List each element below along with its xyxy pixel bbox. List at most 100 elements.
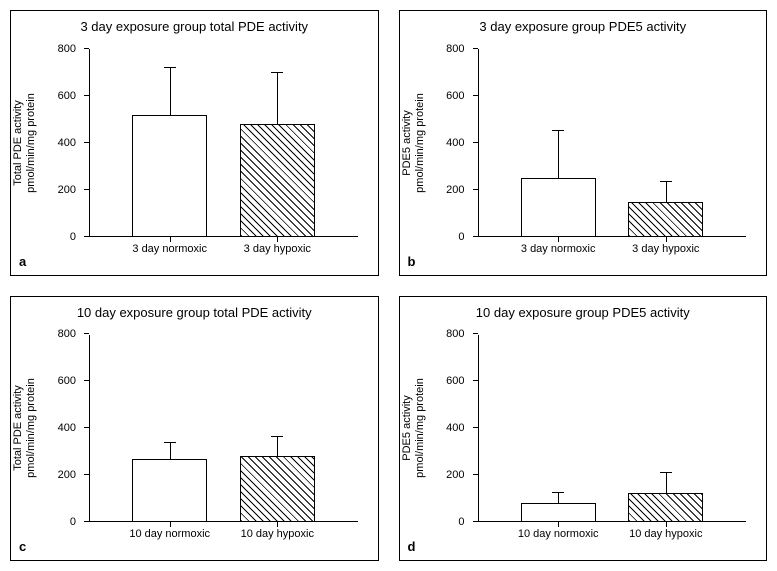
y-axis <box>89 335 90 523</box>
y-tick: 400 <box>473 427 478 428</box>
error-bar <box>170 68 171 115</box>
error-cap <box>164 67 176 68</box>
x-tick <box>666 237 667 242</box>
panel-b-plot: 02004006008003 day normoxic3 day hypoxic <box>478 49 747 237</box>
y-tick: 400 <box>84 142 89 143</box>
bar-hypoxic <box>628 202 703 236</box>
panel-a-letter: a <box>19 254 26 269</box>
y-tick-label: 200 <box>58 469 76 481</box>
x-tick-label: 3 day hypoxic <box>244 243 311 255</box>
panel-d-letter: d <box>408 539 416 554</box>
y-tick: 0 <box>473 521 478 522</box>
panel-d-plot: 020040060080010 day normoxic10 day hypox… <box>478 335 747 523</box>
x-tick-label: 10 day normoxic <box>129 528 210 540</box>
error-bar <box>277 437 278 456</box>
y-tick-label: 800 <box>58 43 76 55</box>
panel-b-title: 3 day exposure group PDE5 activity <box>400 19 767 34</box>
panel-b-letter: b <box>408 254 416 269</box>
panel-d-title: 10 day exposure group PDE5 activity <box>400 305 767 320</box>
bar-hypoxic <box>240 124 315 237</box>
y-tick: 0 <box>84 521 89 522</box>
x-axis <box>478 521 747 522</box>
x-tick <box>277 522 278 527</box>
ylabel-line2: pmol/min/mg protein <box>414 378 427 478</box>
x-tick-label: 3 day normoxic <box>521 243 596 255</box>
error-bar <box>558 131 559 178</box>
y-tick-label: 0 <box>70 516 76 528</box>
y-tick: 600 <box>84 95 89 96</box>
y-tick-label: 800 <box>446 43 464 55</box>
x-tick-label: 10 day hypoxic <box>629 528 702 540</box>
x-tick-label: 3 day normoxic <box>132 243 207 255</box>
bar-normoxic <box>132 115 207 236</box>
y-tick: 600 <box>84 380 89 381</box>
x-tick <box>170 237 171 242</box>
y-tick-label: 800 <box>446 328 464 340</box>
y-tick-label: 0 <box>70 231 76 243</box>
error-cap <box>164 442 176 443</box>
ylabel-line2: pmol/min/mg protein <box>25 93 38 193</box>
y-tick-label: 400 <box>58 137 76 149</box>
error-cap <box>271 436 283 437</box>
bar-normoxic <box>521 503 596 522</box>
y-tick-label: 200 <box>446 184 464 196</box>
y-tick-label: 400 <box>446 137 464 149</box>
panel-d-ylabel: PDE5 activity pmol/min/mg protein <box>400 378 426 478</box>
bar-normoxic <box>132 459 207 522</box>
panel-c-title: 10 day exposure group total PDE activity <box>11 305 378 320</box>
x-tick-label: 10 day normoxic <box>518 528 599 540</box>
y-tick: 0 <box>84 236 89 237</box>
x-tick <box>277 237 278 242</box>
y-tick: 400 <box>84 427 89 428</box>
x-axis <box>478 236 747 237</box>
y-tick: 800 <box>473 333 478 334</box>
y-tick: 600 <box>473 95 478 96</box>
y-tick: 600 <box>473 380 478 381</box>
x-tick <box>558 522 559 527</box>
y-tick-label: 600 <box>446 90 464 102</box>
y-tick-label: 200 <box>58 184 76 196</box>
bar-hypoxic <box>628 493 703 522</box>
bar-hypoxic <box>240 456 315 522</box>
panel-c: 10 day exposure group total PDE activity… <box>10 296 379 562</box>
panel-a-plot: 02004006008003 day normoxic3 day hypoxic <box>89 49 358 237</box>
ylabel-line2: pmol/min/mg protein <box>25 378 38 478</box>
ylabel-line1: PDE5 activity <box>400 396 412 461</box>
y-tick: 800 <box>84 48 89 49</box>
error-bar <box>277 73 278 124</box>
x-tick-label: 3 day hypoxic <box>632 243 699 255</box>
error-bar <box>666 182 667 202</box>
y-tick: 200 <box>473 474 478 475</box>
panel-b-ylabel: PDE5 activity pmol/min/mg protein <box>400 93 426 193</box>
error-cap <box>552 492 564 493</box>
x-axis <box>89 236 358 237</box>
y-tick-label: 400 <box>58 422 76 434</box>
y-tick: 200 <box>473 189 478 190</box>
y-tick-label: 400 <box>446 422 464 434</box>
error-cap <box>552 130 564 131</box>
error-bar <box>666 473 667 493</box>
y-tick-label: 800 <box>58 328 76 340</box>
y-axis <box>89 49 90 237</box>
y-tick: 800 <box>84 333 89 334</box>
y-tick-label: 600 <box>58 375 76 387</box>
error-bar <box>558 493 559 504</box>
y-tick: 400 <box>473 142 478 143</box>
ylabel-line1: PDE5 activity <box>400 110 412 175</box>
panel-d: 10 day exposure group PDE5 activity PDE5… <box>399 296 768 562</box>
panel-a: 3 day exposure group total PDE activity … <box>10 10 379 276</box>
ylabel-line1: Total PDE activity <box>12 100 24 186</box>
panel-b: 3 day exposure group PDE5 activity PDE5 … <box>399 10 768 276</box>
x-tick-label: 10 day hypoxic <box>241 528 314 540</box>
x-tick <box>170 522 171 527</box>
ylabel-line2: pmol/min/mg protein <box>414 93 427 193</box>
panel-a-ylabel: Total PDE activity pmol/min/mg protein <box>12 93 38 193</box>
y-tick-label: 0 <box>458 516 464 528</box>
error-bar <box>170 443 171 458</box>
x-tick <box>666 522 667 527</box>
y-tick: 200 <box>84 189 89 190</box>
error-cap <box>271 72 283 73</box>
y-axis <box>478 49 479 237</box>
x-tick <box>558 237 559 242</box>
panel-c-ylabel: Total PDE activity pmol/min/mg protein <box>12 378 38 478</box>
